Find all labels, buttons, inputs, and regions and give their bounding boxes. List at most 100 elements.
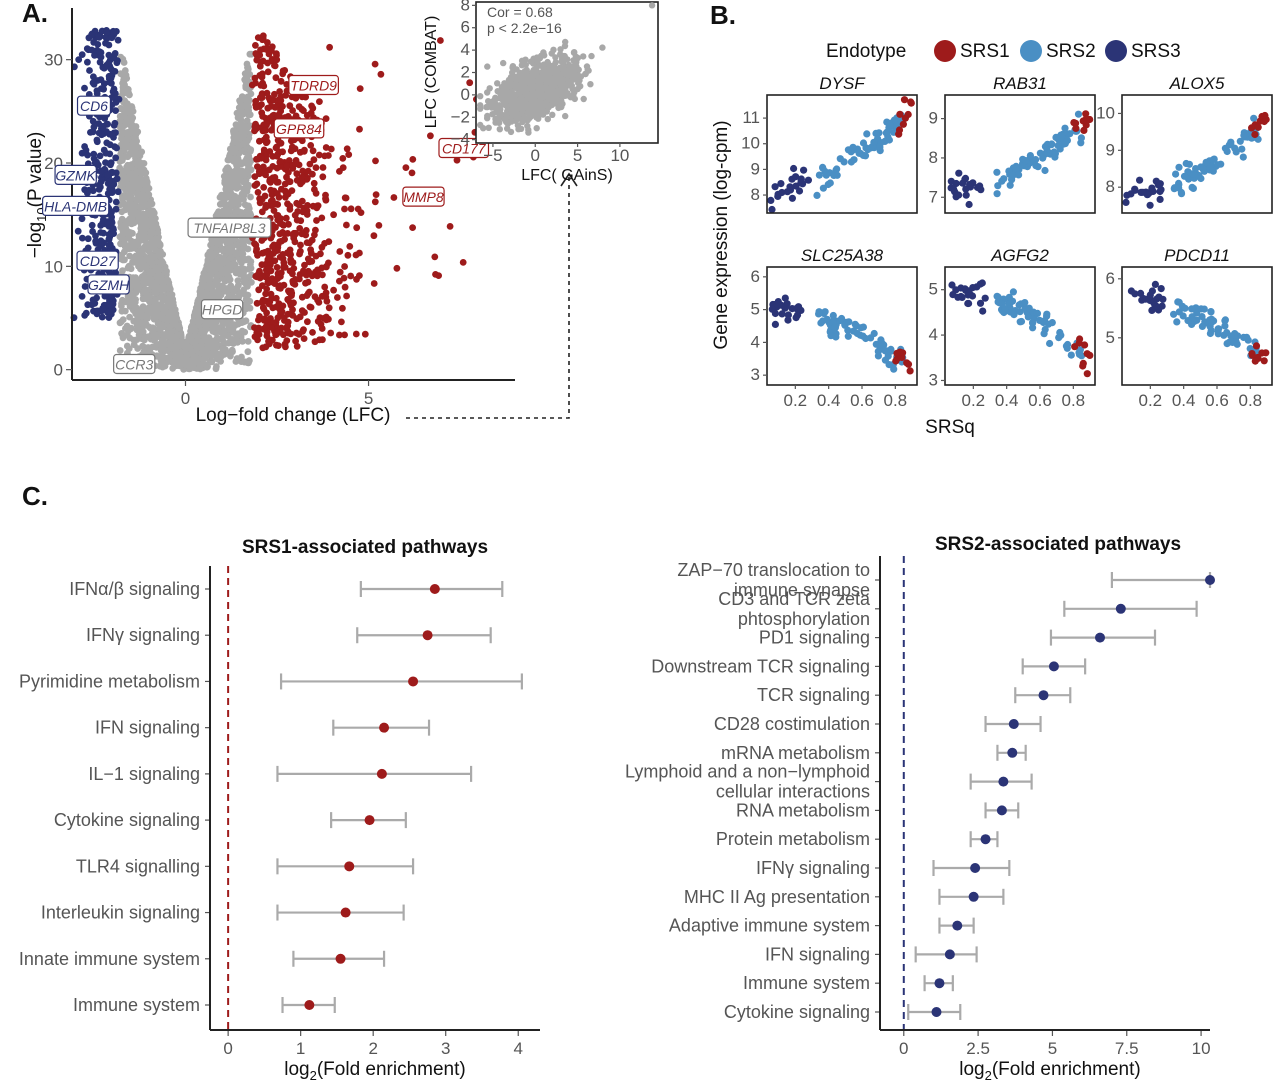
volcano-point (269, 243, 276, 251)
expression-panel-title: RAB31 (993, 74, 1047, 93)
volcano-point (131, 254, 139, 261)
volcano-point (122, 193, 130, 201)
expression-point (1157, 186, 1165, 194)
volcano-point (282, 343, 289, 351)
volcano-point (241, 328, 249, 336)
inset-point (484, 112, 491, 120)
expression-point (1070, 119, 1078, 127)
volcano-point (390, 194, 398, 201)
gene-label-gpr84: GPR84 (273, 118, 325, 139)
volcano-point (107, 161, 114, 169)
expression-point (1261, 111, 1269, 120)
volcano-point (231, 130, 239, 138)
legend-swatch-srs2 (1020, 40, 1042, 62)
volcano-point (346, 243, 354, 250)
volcano-point (289, 306, 296, 314)
expression-point (826, 179, 834, 187)
volcano-point (277, 269, 285, 277)
volcano-point (279, 148, 286, 156)
volcano-point (233, 241, 241, 249)
volcano-point (265, 166, 273, 174)
inset-y-tick-label: 4 (461, 40, 470, 59)
volcano-x-tick-label: 0 (181, 389, 190, 408)
volcano-point (122, 186, 129, 194)
volcano-point (243, 81, 251, 89)
expression-point (907, 98, 915, 106)
expression-point (788, 305, 796, 313)
volcano-point (257, 46, 264, 54)
inset-y-title: LFC (COMBAT) (423, 16, 440, 129)
volcano-point (244, 338, 252, 345)
volcano-point (273, 341, 280, 349)
expression-point (1080, 126, 1088, 134)
inset-point (496, 126, 503, 133)
inset-point (532, 71, 540, 79)
volcano-point (356, 85, 364, 92)
volcano-point (234, 159, 242, 167)
volcano-point (268, 324, 275, 331)
inset-point (559, 65, 567, 72)
volcano-point (103, 128, 110, 135)
inset-point (497, 95, 504, 102)
expression-point (797, 179, 805, 187)
volcano-point (274, 178, 282, 186)
volcano-point (118, 251, 126, 259)
volcano-point (281, 235, 288, 243)
volcano-point (151, 253, 158, 261)
expression-point (1250, 114, 1258, 122)
volcano-point (273, 200, 280, 208)
volcano-point (205, 292, 213, 299)
volcano-point (95, 120, 103, 127)
volcano-point (263, 119, 270, 127)
volcano-point (123, 102, 131, 109)
volcano-point (260, 163, 267, 171)
expression-point (844, 326, 852, 334)
volcano-point (230, 139, 238, 146)
inset-point (533, 125, 540, 132)
volcano-point (313, 217, 320, 224)
inset-point (562, 112, 569, 120)
volcano-point (227, 182, 235, 190)
volcano-point (239, 254, 246, 262)
volcano-point (78, 293, 86, 300)
expression-point (1074, 110, 1083, 118)
expression-point (774, 190, 782, 198)
volcano-point (232, 358, 240, 365)
inset-x-tick-label: 10 (610, 146, 629, 165)
inset-point (587, 81, 594, 88)
inset-point (545, 94, 552, 101)
volcano-point (237, 168, 245, 176)
volcano-point (129, 150, 137, 158)
inset-point (533, 114, 540, 121)
volcano-point (356, 249, 363, 257)
volcano-point (356, 125, 363, 133)
volcano-point (244, 291, 252, 299)
volcano-point (136, 283, 143, 290)
volcano-point (89, 128, 97, 136)
volcano-point (146, 309, 154, 317)
volcano-point (377, 70, 385, 78)
volcano-point (263, 202, 271, 210)
volcano-point (202, 275, 210, 283)
volcano-point (78, 215, 86, 223)
volcano-point (261, 170, 269, 178)
volcano-point (240, 265, 248, 273)
volcano-point (251, 324, 258, 331)
volcano-y-tick-label: 0 (54, 361, 63, 380)
expression-point (886, 121, 894, 129)
volcano-point (341, 194, 349, 202)
volcano-point (128, 245, 136, 252)
volcano-point (233, 266, 241, 274)
volcano-point (296, 313, 304, 321)
volcano-point (273, 264, 281, 271)
inset-point (484, 63, 491, 70)
volcano-point (312, 164, 320, 172)
volcano-point (315, 270, 323, 278)
volcano-point (232, 121, 240, 129)
volcano-point (254, 163, 261, 171)
volcano-point (127, 163, 135, 171)
volcano-point (466, 79, 474, 87)
volcano-point (118, 330, 126, 338)
volcano-point (134, 128, 142, 136)
